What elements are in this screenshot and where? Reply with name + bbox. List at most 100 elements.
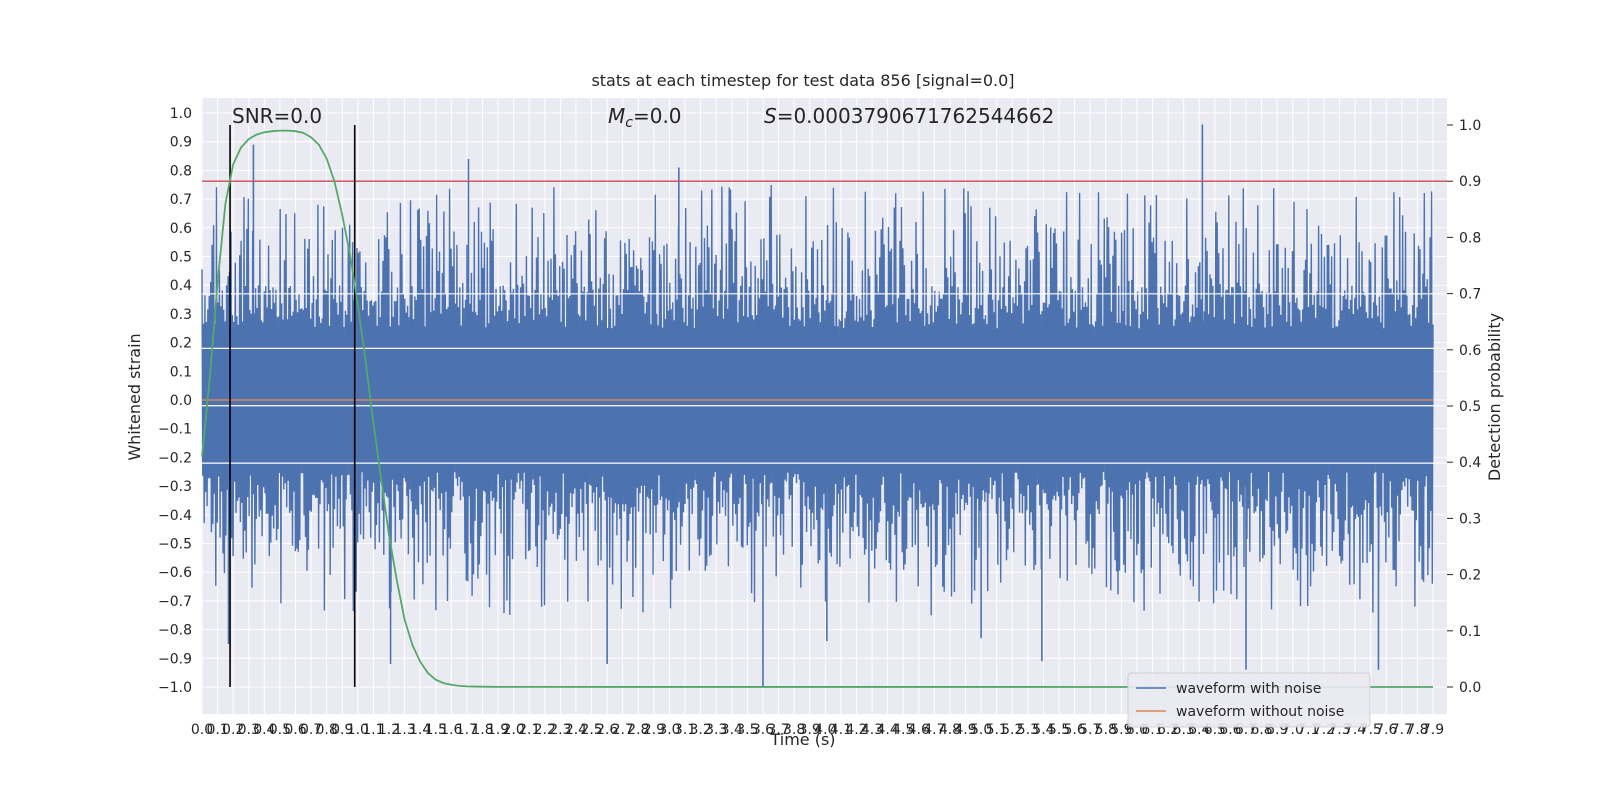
y-tick-label: −1.0 xyxy=(158,680,192,696)
x-tick-label: 1.4 xyxy=(409,722,431,738)
y-tick-label: −0.7 xyxy=(158,594,192,610)
x-tick-label: 7.9 xyxy=(1422,722,1444,738)
x-tick-label: 2.0 xyxy=(503,722,525,738)
overlay-lines xyxy=(201,125,1447,688)
y-tick-label: −0.1 xyxy=(158,422,192,438)
x-tick-label: 2.7 xyxy=(612,722,634,738)
x-tick-label: 2.5 xyxy=(580,722,602,738)
x-tick-label: 0.8 xyxy=(316,722,338,738)
legend-label-clean: waveform without noise xyxy=(1176,704,1344,720)
x-tick-label: 1.9 xyxy=(487,722,509,738)
y-tick-label: 0.6 xyxy=(170,221,192,237)
x-tick-label: 2.3 xyxy=(549,722,571,738)
x-tick-label: 3.7 xyxy=(767,722,789,738)
y-right-tick-label: 0.0 xyxy=(1459,680,1481,696)
x-tick-label: 5.6 xyxy=(1063,722,1085,738)
x-tick-label: 3.1 xyxy=(674,722,696,738)
legend-label-noise: waveform with noise xyxy=(1176,681,1321,697)
y-tick-label: −0.6 xyxy=(158,565,192,581)
y-tick-label: −0.3 xyxy=(158,479,192,495)
x-tick-label: 0.4 xyxy=(253,722,275,738)
x-tick-label: 2.6 xyxy=(596,722,618,738)
y-right-tick-label: 0.8 xyxy=(1459,230,1481,246)
x-tick-label: 4.9 xyxy=(954,722,976,738)
y-right-tick-label: 0.7 xyxy=(1459,287,1481,303)
x-tick-label: 2.8 xyxy=(627,722,649,738)
y-right-tick-label: 0.6 xyxy=(1459,343,1481,359)
x-tick-label: 5.3 xyxy=(1017,722,1039,738)
y-tick-label: 0.3 xyxy=(170,307,192,323)
y-right-tick-label: 1.0 xyxy=(1459,118,1481,134)
y-right-tick-label: 0.2 xyxy=(1459,568,1481,584)
y-tick-label: −0.8 xyxy=(158,623,192,639)
x-tick-label: 3.3 xyxy=(705,722,727,738)
x-tick-label: 0.5 xyxy=(269,722,291,738)
x-tick-label: 4.5 xyxy=(892,722,914,738)
x-tick-label: 4.0 xyxy=(814,722,836,738)
x-tick-label: 7.6 xyxy=(1375,722,1397,738)
x-tick-label: 4.6 xyxy=(908,722,930,738)
y-right-tick-label: 0.9 xyxy=(1459,174,1481,190)
x-tick-label: 2.4 xyxy=(565,722,587,738)
x-tick-label: 1.1 xyxy=(362,722,384,738)
y-right-tick-label: 0.1 xyxy=(1459,624,1481,640)
x-tick-label: 5.9 xyxy=(1110,722,1132,738)
y-tick-label: 0.7 xyxy=(170,192,192,208)
y-tick-label: −0.2 xyxy=(158,450,192,466)
axis-ticks: 1.00.90.80.70.60.50.40.30.20.10.0−0.1−0.… xyxy=(158,106,1481,738)
y-tick-label: −0.9 xyxy=(158,651,192,667)
s-symbol: S xyxy=(764,104,777,128)
x-tick-label: 1.0 xyxy=(347,722,369,738)
detection-probability-line xyxy=(201,129,1434,688)
x-tick-label: 3.2 xyxy=(690,722,712,738)
y-tick-label: 0.2 xyxy=(170,336,192,352)
y-tick-label: −0.5 xyxy=(158,537,192,553)
y-tick-label: 1.0 xyxy=(170,106,192,122)
x-tick-label: 3.5 xyxy=(736,722,758,738)
x-tick-label: 0.2 xyxy=(222,722,244,738)
y-axis-right-label: Detection probability xyxy=(1485,313,1504,481)
y-right-tick-label: 0.5 xyxy=(1459,399,1481,415)
x-tick-label: 3.9 xyxy=(799,722,821,738)
x-tick-label: 3.0 xyxy=(658,722,680,738)
x-tick-label: 0.3 xyxy=(238,722,260,738)
x-tick-label: 2.9 xyxy=(643,722,665,738)
x-tick-label: 5.4 xyxy=(1032,722,1054,738)
x-tick-label: 0.6 xyxy=(284,722,306,738)
x-tick-label: 4.4 xyxy=(876,722,898,738)
y-tick-label: 0.1 xyxy=(170,364,192,380)
x-tick-label: 1.6 xyxy=(440,722,462,738)
x-tick-label: 5.1 xyxy=(986,722,1008,738)
x-axis-label: Time (s) xyxy=(769,730,835,749)
x-tick-label: 7.8 xyxy=(1406,722,1428,738)
x-tick-label: 1.8 xyxy=(471,722,493,738)
x-tick-label: 1.2 xyxy=(378,722,400,738)
noise-waveform xyxy=(201,124,1447,687)
x-tick-label: 4.1 xyxy=(830,722,852,738)
y-right-tick-label: 0.3 xyxy=(1459,511,1481,527)
x-tick-label: 4.7 xyxy=(923,722,945,738)
x-tick-label: 0.1 xyxy=(206,722,228,738)
chart-title: stats at each timestep for test data 856… xyxy=(591,71,1014,90)
x-tick-label: 1.3 xyxy=(393,722,415,738)
y-right-tick-label: 0.4 xyxy=(1459,455,1481,471)
x-tick-label: 0.0 xyxy=(191,722,213,738)
s-value: =0.0003790671762544662 xyxy=(777,104,1055,128)
x-tick-label: 3.4 xyxy=(721,722,743,738)
y-tick-label: 0.0 xyxy=(170,393,192,409)
y-tick-label: −0.4 xyxy=(158,508,192,524)
x-tick-label: 5.7 xyxy=(1079,722,1101,738)
x-tick-label: 1.5 xyxy=(425,722,447,738)
y-tick-label: 0.4 xyxy=(170,278,192,294)
x-tick-label: 2.2 xyxy=(534,722,556,738)
x-tick-label: 7.7 xyxy=(1391,722,1413,738)
x-tick-label: 5.8 xyxy=(1095,722,1117,738)
y-tick-label: 0.8 xyxy=(170,163,192,179)
s-annotation: S=0.0003790671762544662 xyxy=(764,104,1054,128)
x-tick-label: 3.8 xyxy=(783,722,805,738)
x-tick-label: 4.3 xyxy=(861,722,883,738)
x-tick-label: 3.6 xyxy=(752,722,774,738)
y-tick-label: 0.5 xyxy=(170,250,192,266)
mc-symbol: M xyxy=(608,104,625,128)
